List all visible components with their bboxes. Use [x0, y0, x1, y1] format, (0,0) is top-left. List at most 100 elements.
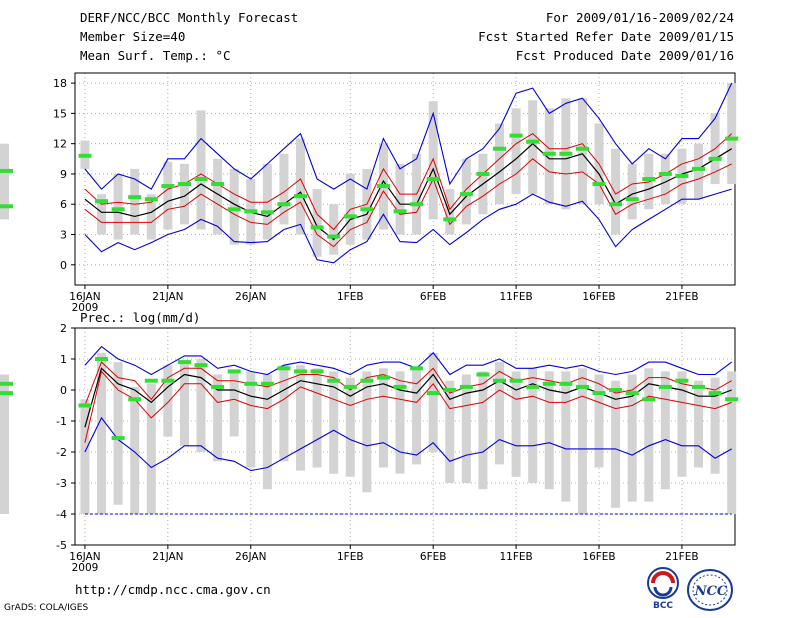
- series-line-mean: [84, 367, 732, 428]
- series-line-upper-spread: [84, 132, 733, 231]
- ensemble-range-bar: [577, 98, 587, 205]
- observed-marker: [294, 194, 308, 199]
- observed-marker: [426, 177, 440, 181]
- ensemble-range-bar: [130, 386, 140, 514]
- observed-marker: [310, 369, 324, 374]
- ensemble-range-bar: [544, 108, 554, 205]
- ensemble-range-bar: [461, 158, 471, 225]
- y-tick-label: 3: [60, 229, 67, 242]
- variable-label: Mean Surf. Temp.: °C: [80, 48, 231, 63]
- ensemble-range-bar: [229, 371, 239, 437]
- ensemble-range-bar: [677, 371, 687, 477]
- series-line-envelope-min: [84, 416, 732, 472]
- observed-marker: [542, 151, 556, 156]
- observed-marker: [443, 388, 457, 392]
- y-tick-label: 0: [60, 384, 67, 397]
- ensemble-range-bar: [279, 365, 289, 462]
- ensemble-range-bar: [279, 153, 289, 225]
- ensemble-range-bar: [113, 173, 123, 240]
- ensemble-range-bar: [345, 377, 355, 477]
- observed-marker: [161, 378, 175, 383]
- ensemble-range-bar: [528, 368, 538, 483]
- chart-title: DERF/NCC/BCC Monthly Forecast: [80, 10, 299, 25]
- observed-marker: [260, 381, 274, 386]
- observed-marker: [0, 204, 13, 209]
- ensemble-range-bar: [694, 143, 704, 200]
- observed-marker: [343, 214, 357, 219]
- series-line-upper-spread: [84, 361, 732, 406]
- observed-marker: [294, 369, 308, 374]
- ensemble-range-bar: [213, 158, 223, 235]
- observed-marker: [692, 384, 706, 389]
- ensemble-range-bar: [727, 83, 737, 185]
- observed-marker: [360, 207, 374, 212]
- y-tick-label: -4: [56, 508, 67, 521]
- x-tick-label: 21JAN: [152, 551, 183, 563]
- observed-marker: [459, 192, 473, 197]
- observed-marker: [459, 384, 473, 389]
- ensemble-range-bar: [544, 371, 554, 490]
- ensemble-range-bar: [495, 362, 505, 465]
- ensemble-range-bar: [163, 161, 173, 230]
- y-tick-label: 18: [53, 77, 67, 90]
- ncc-logo-text: NCC: [694, 584, 728, 599]
- ensemble-range-bar: [495, 123, 505, 205]
- observed-marker: [360, 378, 374, 383]
- x-tick-label: 16JAN: [69, 291, 100, 303]
- observed-marker: [144, 378, 158, 383]
- ensemble-range-bar: [229, 168, 239, 245]
- ensemble-range-bar: [329, 371, 339, 474]
- x-tick-label: 1FEB: [337, 551, 364, 563]
- source-url[interactable]: http://cmdp.ncc.cma.gov.cn: [75, 582, 271, 597]
- y-tick-label: -2: [56, 446, 67, 459]
- observed-marker: [559, 381, 573, 386]
- forecast-period: For 2009/01/16-2009/02/24: [545, 10, 734, 25]
- observed-marker: [426, 391, 440, 396]
- x-tick-label: 16JAN: [69, 551, 100, 563]
- observed-marker: [575, 384, 589, 389]
- ensemble-range-bar: [710, 377, 720, 474]
- observed-marker: [476, 171, 490, 176]
- ensemble-range-bar: [561, 371, 571, 502]
- ensemble-range-bar: [179, 163, 189, 225]
- x-tick-label: 21FEB: [665, 291, 698, 303]
- series-line-envelope-max: [84, 82, 733, 190]
- ensemble-range-bar: [478, 371, 488, 490]
- observed-marker: [476, 372, 490, 377]
- ensemble-range-bar: [412, 368, 422, 465]
- x-tick-label: 6FEB: [420, 291, 447, 303]
- ensemble-range-bar: [196, 359, 206, 452]
- ensemble-range-bar: [296, 365, 306, 471]
- observed-marker: [393, 384, 407, 389]
- ensemble-range-bar: [146, 194, 156, 240]
- x-tick-label: 11FEB: [499, 291, 532, 303]
- x-tick-label: 16FEB: [582, 551, 615, 563]
- y-tick-label: 0: [60, 259, 67, 272]
- observed-marker: [78, 403, 92, 408]
- observed-marker: [559, 151, 573, 156]
- ensemble-range-bar: [428, 352, 438, 452]
- observed-marker: [227, 207, 241, 212]
- observed-marker: [509, 133, 523, 138]
- observed-marker: [575, 146, 589, 151]
- ensemble-range-bar: [246, 371, 256, 468]
- x-tick-label: 1FEB: [337, 291, 364, 303]
- series-line-lower-spread: [84, 370, 732, 443]
- series-line-mean: [84, 142, 733, 241]
- bcc-logo-text: BCC: [653, 601, 673, 611]
- ensemble-range-bar: [627, 374, 637, 502]
- x-tick-label: 21JAN: [152, 291, 183, 303]
- observed-marker: [642, 397, 656, 402]
- ensemble-range-bar: [395, 371, 405, 474]
- observed-marker: [625, 197, 639, 202]
- series-line-envelope-max: [84, 345, 733, 376]
- series-line-envelope-min: [84, 188, 732, 264]
- x-tick-label: 21FEB: [665, 551, 698, 563]
- ensemble-range-bar: [196, 110, 206, 230]
- y-tick-label: 1: [60, 353, 67, 366]
- observed-marker: [95, 199, 109, 204]
- bcc-logo-icon: BCC: [647, 567, 679, 611]
- observed-marker: [658, 171, 672, 176]
- ensemble-range-bar: [262, 374, 272, 490]
- observed-marker: [0, 391, 13, 396]
